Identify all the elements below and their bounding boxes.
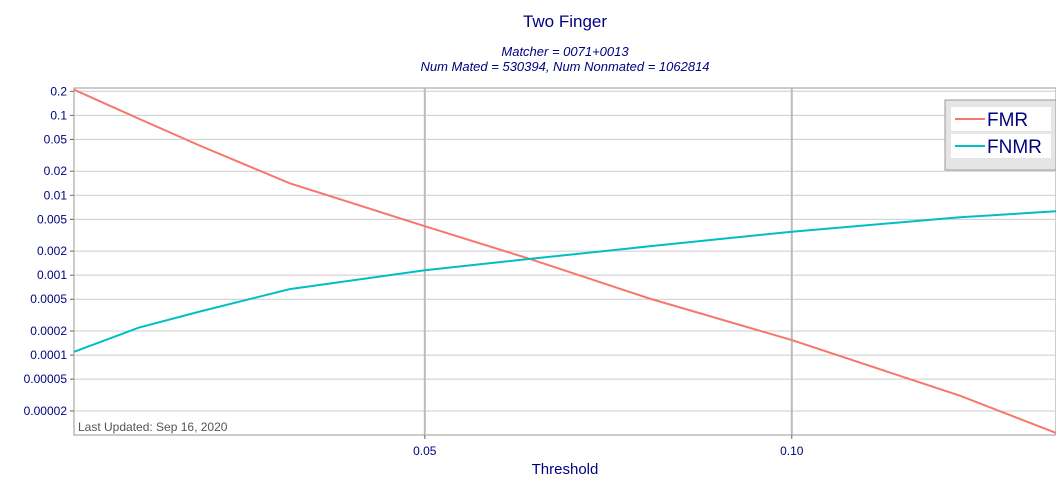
y-tick-label: 0.00002 — [24, 404, 68, 418]
x-tick-label: 0.10 — [780, 444, 804, 458]
y-tick-label: 0.00005 — [24, 372, 68, 386]
x-tick-label: 0.05 — [413, 444, 437, 458]
y-tick-label: 0.02 — [44, 164, 68, 178]
y-tick-label: 0.05 — [44, 132, 68, 146]
y-tick-label: 0.0001 — [30, 348, 67, 362]
y-tick-label: 0.0002 — [30, 324, 67, 338]
chart-subtitle: Num Mated = 530394, Num Nonmated = 10628… — [420, 59, 709, 74]
plot-background — [73, 87, 1056, 436]
series-line — [74, 88, 1056, 434]
y-tick-label: 0.002 — [37, 244, 67, 258]
chart-title: Two Finger — [523, 12, 607, 31]
annotation-box — [75, 418, 271, 434]
y-tick-label: 0.01 — [44, 188, 68, 202]
series-line — [74, 210, 1056, 353]
y-tick-label: 0.2 — [50, 84, 67, 98]
legend-label: FNMR — [987, 137, 1042, 158]
y-tick-label: 0.001 — [37, 268, 67, 282]
y-tick-label: 0.0005 — [30, 292, 67, 306]
y-tick-label: 0.1 — [50, 108, 67, 122]
legend-label: FMR — [987, 110, 1028, 131]
chart-subtitle: Matcher = 0071+0013 — [501, 44, 629, 59]
y-tick-label: 0.005 — [37, 212, 67, 226]
annotation: Last Updated: Sep 16, 2020 — [78, 420, 228, 434]
x-axis-label: Threshold — [532, 461, 599, 478]
